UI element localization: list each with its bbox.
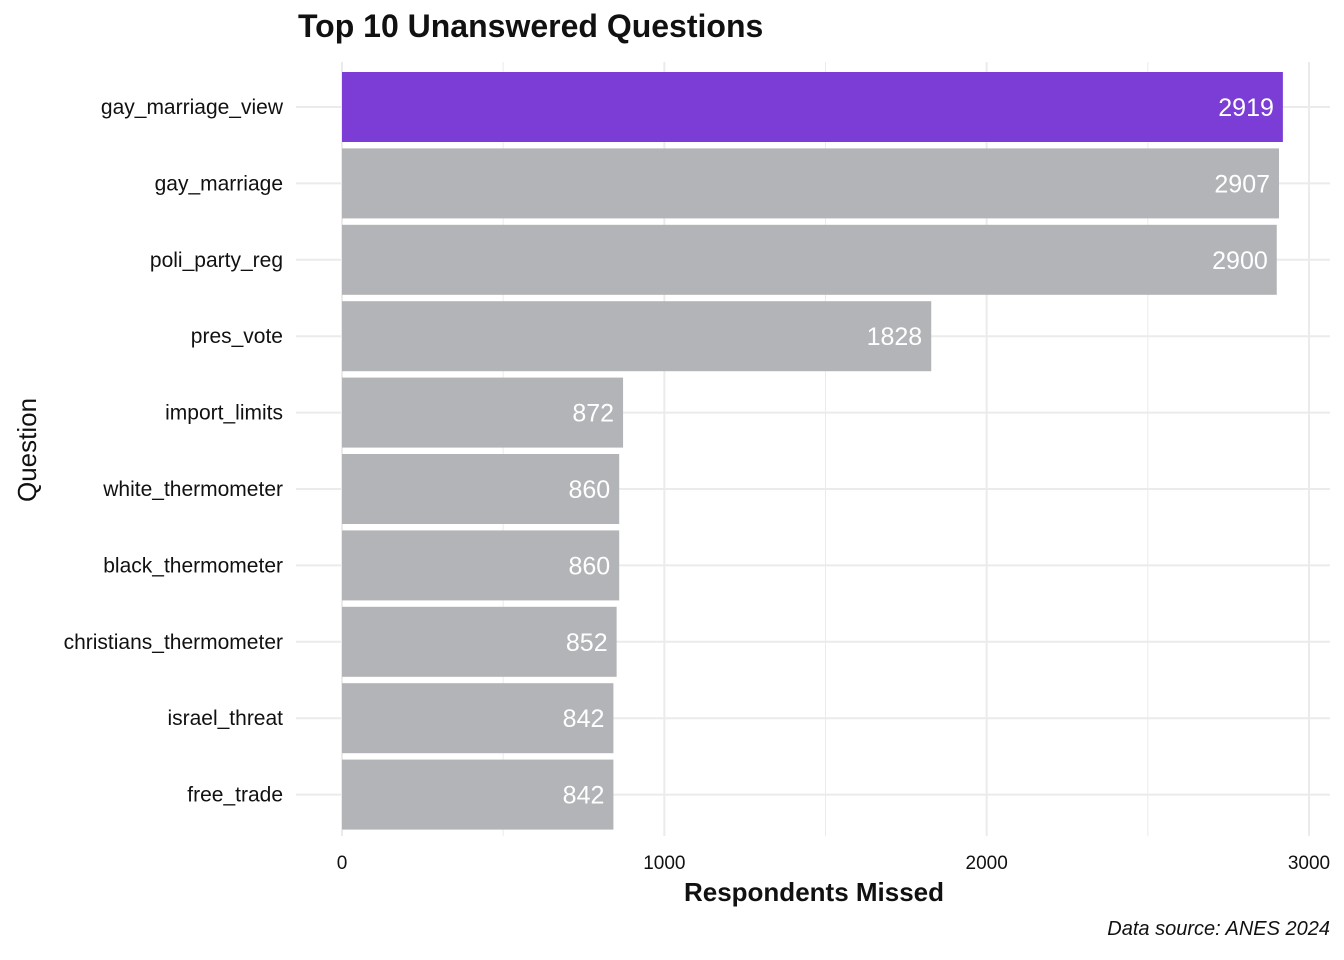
y-tick-label: free_trade xyxy=(187,784,283,807)
x-tick-label: 1000 xyxy=(643,853,685,874)
bar-value-label: 1828 xyxy=(867,323,923,351)
x-tick-label: 2000 xyxy=(966,853,1008,874)
bar-value-label: 2919 xyxy=(1218,94,1274,122)
bar-value-label: 2900 xyxy=(1212,247,1268,275)
bar xyxy=(342,301,932,372)
y-tick-label: white_thermometer xyxy=(102,478,283,501)
bar xyxy=(342,454,620,524)
bar xyxy=(342,72,1283,142)
y-tick-label: gay_marriage_view xyxy=(101,96,284,119)
bar-value-label: 842 xyxy=(563,782,605,810)
y-tick-label: pres_vote xyxy=(191,325,283,348)
bar xyxy=(342,759,614,830)
y-tick-label: poli_party_reg xyxy=(150,249,283,272)
bar-value-label: 2907 xyxy=(1214,170,1270,198)
bar xyxy=(342,530,620,601)
bar xyxy=(342,148,1280,219)
y-tick-label: import_limits xyxy=(165,402,283,425)
chart-title: Top 10 Unanswered Questions xyxy=(298,8,764,44)
bar-value-label: 872 xyxy=(572,400,614,428)
bar xyxy=(342,377,624,448)
data-source-caption: Data source: ANES 2024 xyxy=(1107,918,1330,940)
bar-value-label: 860 xyxy=(568,476,610,504)
x-axis-title: Respondents Missed xyxy=(684,877,944,907)
y-axis-title: Question xyxy=(12,398,42,502)
x-tick-label: 0 xyxy=(337,853,348,874)
x-tick-label: 3000 xyxy=(1288,853,1330,874)
y-tick-label: gay_marriage xyxy=(155,172,283,195)
bar xyxy=(342,683,614,754)
bar-value-label: 842 xyxy=(563,705,605,733)
bar xyxy=(342,606,617,677)
y-tick-label: black_thermometer xyxy=(103,554,283,577)
bar xyxy=(342,224,1277,295)
bar-value-label: 852 xyxy=(566,629,608,657)
bar-value-label: 860 xyxy=(568,552,610,580)
y-tick-label: israel_threat xyxy=(167,707,283,730)
y-tick-label: christians_thermometer xyxy=(64,631,283,654)
